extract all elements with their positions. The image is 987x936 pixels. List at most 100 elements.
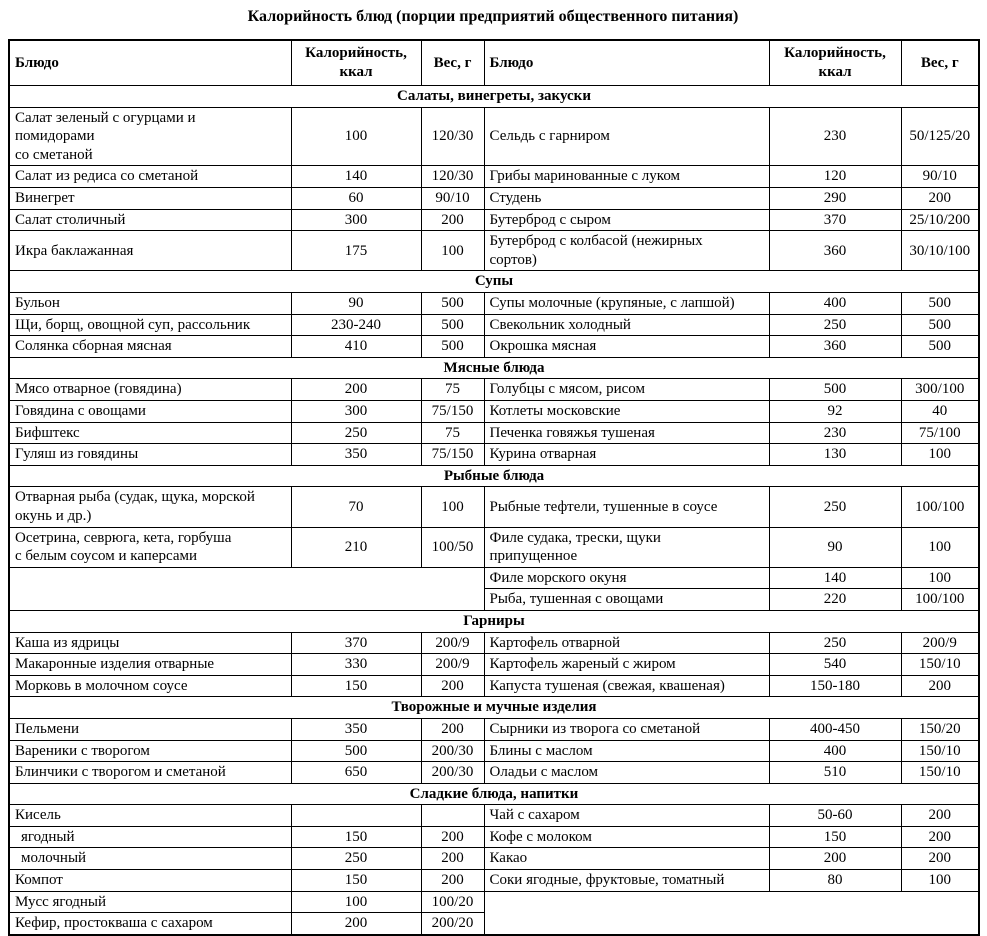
value-cell: 350 xyxy=(290,443,422,466)
value-cell: 650 xyxy=(290,761,422,784)
dish-cell: Какао xyxy=(483,847,770,871)
dish-cell: Голубцы с мясом, рисом xyxy=(483,378,770,401)
dish-cell: Осетрина, севрюга, кета, горбуша с белым… xyxy=(8,526,292,568)
dish-cell: Печенка говяжья тушеная xyxy=(483,421,770,445)
value-cell: 200 xyxy=(290,912,422,936)
page: Калорийность блюд (порции предприятий об… xyxy=(8,8,980,936)
dish-cell: Бутерброд с колбасой (нежирных сортов) xyxy=(483,230,770,272)
section-header-row: Салаты, винегреты, закуски xyxy=(8,85,980,108)
value-cell: 370 xyxy=(768,208,902,232)
value-cell: 200/9 xyxy=(420,653,485,676)
page-title: Калорийность блюд (порции предприятий об… xyxy=(247,8,739,25)
value-cell: 150 xyxy=(290,674,422,698)
dish-cell: Кефир, простокваша с сахаром xyxy=(8,912,292,936)
dish-cell: Блинчики с творогом и сметаной xyxy=(8,761,292,784)
value-cell: 400 xyxy=(768,739,902,763)
value-cell: 250 xyxy=(290,847,422,871)
value-cell: 70 xyxy=(290,486,422,528)
empty-cell xyxy=(483,890,980,936)
table-row: Винегрет 60 90/10 Студень 290 200 xyxy=(8,187,980,210)
table-row: Вареники с творогом 500 200/30 Блины с масл… xyxy=(8,739,980,763)
value-cell: 50-60 xyxy=(768,804,902,827)
value-cell: 175 xyxy=(290,230,422,272)
dish-cell: Курина отварная xyxy=(483,443,770,466)
section-header: Сладкие блюда, напитки xyxy=(8,782,980,806)
section-header: Супы xyxy=(8,270,980,294)
value-cell: 92 xyxy=(768,400,902,423)
section-header: Мясные блюда xyxy=(8,356,980,380)
dish-cell: Свекольник холодный xyxy=(483,313,770,337)
table-row: Каша из ядрицы 370 200/9 Картофель отварной… xyxy=(8,631,980,655)
value-cell: 230 xyxy=(768,421,902,445)
table-row: Блинчики с творогом и сметаной 650 200/30 О… xyxy=(8,761,980,784)
section-header-row: Творожные и мучные изделия xyxy=(8,696,980,719)
column-header: Калорийность, ккал xyxy=(768,39,902,87)
dish-cell: Макаронные изделия отварные xyxy=(8,653,292,676)
dish-cell: Филе судака, трески, щуки припущенное xyxy=(483,526,770,568)
value-cell: 100/20 xyxy=(420,890,485,914)
value-cell: 360 xyxy=(768,230,902,272)
value-cell: 100 xyxy=(900,566,980,590)
value-cell: 500 xyxy=(900,335,980,358)
section-header-row: Гарниры xyxy=(8,609,980,633)
value-cell: 200 xyxy=(420,869,485,892)
value-cell: 300/100 xyxy=(900,378,980,401)
table-row: ягодный 150 200 Кофе с молоком 150 200 xyxy=(8,825,980,849)
value-cell: 75 xyxy=(420,378,485,401)
value-cell: 75/150 xyxy=(420,400,485,423)
value-cell: 230 xyxy=(768,106,902,167)
value-cell: 350 xyxy=(290,717,422,741)
column-header: Вес, г xyxy=(420,39,485,87)
dish-cell: Картофель отварной xyxy=(483,631,770,655)
column-header: Блюдо xyxy=(483,39,770,87)
column-header: Вес, г xyxy=(900,39,980,87)
table-row: молочный 250 200 Какао 200 200 xyxy=(8,847,980,871)
table-row: Компот 150 200 Соки ягодные, фруктовые, том… xyxy=(8,869,980,892)
value-cell: 500 xyxy=(900,292,980,315)
dish-cell: Кофе с молоком xyxy=(483,825,770,849)
value-cell: 200 xyxy=(900,674,980,698)
value-cell: 500 xyxy=(420,335,485,358)
value-cell: 100/50 xyxy=(420,526,485,568)
calorie-table: Блюдо Калорийность, ккал Вес, г Блюдо Калори… xyxy=(8,38,980,936)
value-cell: 200 xyxy=(420,674,485,698)
value-cell: 370 xyxy=(290,631,422,655)
dish-cell: ягодный xyxy=(8,825,292,849)
value-cell: 120 xyxy=(768,165,902,189)
dish-cell: Мясо отварное (говядина) xyxy=(8,378,292,401)
dish-cell: Окрошка мясная xyxy=(483,335,770,358)
value-cell: 140 xyxy=(290,165,422,189)
value-cell: 30/10/100 xyxy=(900,230,980,272)
table-row: Говядина с овощами 300 75/150 Котлеты моско… xyxy=(8,400,980,423)
value-cell: 300 xyxy=(290,208,422,232)
dish-cell: Говядина с овощами xyxy=(8,400,292,423)
value-cell: 50/125/20 xyxy=(900,106,980,167)
value-cell: 500 xyxy=(420,313,485,337)
value-cell: 75/100 xyxy=(900,421,980,445)
value-cell: 100 xyxy=(420,230,485,272)
value-cell: 100 xyxy=(420,486,485,528)
dish-cell: Пельмени xyxy=(8,717,292,741)
value-cell: 510 xyxy=(768,761,902,784)
dish-cell: Супы молочные (крупяные, с лапшой) xyxy=(483,292,770,315)
table-header-row: Блюдо Калорийность, ккал Вес, г Блюдо Калори… xyxy=(8,39,980,87)
value-cell: 200/30 xyxy=(420,739,485,763)
dish-cell: Каша из ядрицы xyxy=(8,631,292,655)
dish-cell: Котлеты московские xyxy=(483,400,770,423)
table-row: Филе морского окуня 140 100 xyxy=(8,566,980,611)
value-cell: 150-180 xyxy=(768,674,902,698)
dish-cell: Мусс ягодный xyxy=(8,890,292,914)
dish-cell: Студень xyxy=(483,187,770,210)
value-cell: 40 xyxy=(900,400,980,423)
value-cell: 200 xyxy=(900,804,980,827)
value-cell: 200 xyxy=(420,847,485,871)
value-cell: 100 xyxy=(900,869,980,892)
value-cell: 250 xyxy=(290,421,422,445)
value-cell xyxy=(420,804,485,827)
section-header-row: Супы xyxy=(8,270,980,294)
value-cell: 200 xyxy=(420,717,485,741)
value-cell: 540 xyxy=(768,653,902,676)
value-cell: 100/100 xyxy=(900,486,980,528)
value-cell: 90/10 xyxy=(900,165,980,189)
table-row: Макаронные изделия отварные 330 200/9 Карто… xyxy=(8,653,980,676)
